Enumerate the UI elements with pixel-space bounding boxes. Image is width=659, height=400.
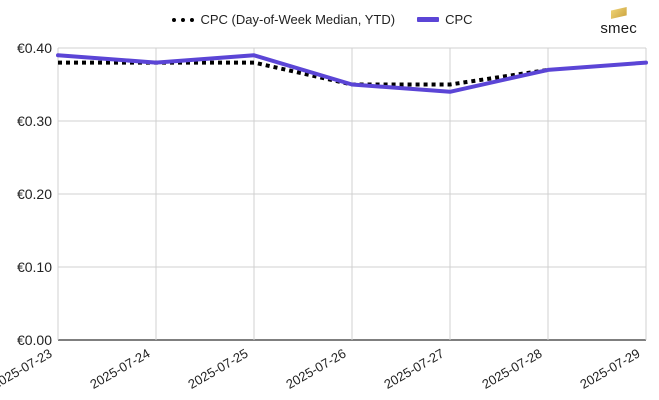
legend: CPC (Day-of-Week Median, YTD) CPC [0,12,659,27]
y-tick-label: €0.20 [17,186,52,202]
x-tick-label: 2025-07-23 [0,346,55,392]
x-tick-label: 2025-07-25 [185,346,250,392]
x-tick-label: 2025-07-27 [381,346,446,392]
legend-item-median: CPC (Day-of-Week Median, YTD) [172,12,395,27]
logo-text: smec [600,20,637,37]
series-line-median [58,60,549,87]
logo-mark-icon [610,7,627,19]
legend-swatch-median [172,17,195,22]
y-tick-label: €0.30 [17,113,52,129]
y-tick-label: €0.10 [17,259,52,275]
legend-label-median: CPC (Day-of-Week Median, YTD) [200,12,396,27]
brand-logo: smec [600,7,637,37]
series-line-cpc [56,53,648,94]
y-tick-label: €0.40 [17,40,52,56]
x-tick-label: 2025-07-28 [479,346,544,392]
x-tick-label: 2025-07-29 [577,346,642,392]
legend-item-cpc: CPC [417,12,473,27]
y-tick-label: €0.00 [17,332,52,348]
x-tick-label: 2025-07-24 [87,346,152,392]
legend-label-cpc: CPC [445,12,473,27]
legend-swatch-cpc [417,17,440,22]
x-tick-label: 2025-07-26 [283,346,348,392]
